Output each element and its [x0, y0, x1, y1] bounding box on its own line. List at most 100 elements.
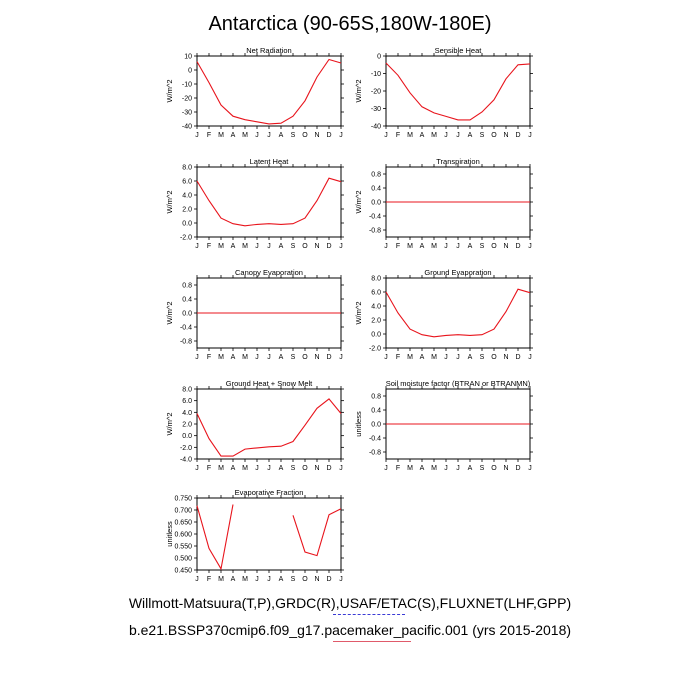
y-axis-label: W/m^2 — [354, 301, 363, 324]
caption-datasets: Willmott-Matsuura(T,P),GRDC(R),USAF/ETAC… — [128, 595, 572, 611]
plot-frame — [196, 388, 342, 460]
x-tick-label: A — [279, 354, 284, 361]
x-tick-label: A — [231, 465, 236, 472]
y-tick-label: 0 — [377, 54, 381, 61]
x-tick-label: A — [231, 576, 236, 583]
x-tick-label: A — [420, 132, 425, 139]
y-axis-label: W/m^2 — [165, 190, 174, 213]
y-tick-label: 0.500 — [174, 556, 192, 563]
x-tick-label: S — [291, 576, 296, 583]
y-tick-label: 0.700 — [174, 508, 192, 515]
x-tick-label: J — [528, 243, 532, 250]
x-tick-label: F — [207, 465, 211, 472]
x-tick-label: N — [314, 243, 319, 250]
plot-frame — [385, 277, 531, 349]
x-tick-label: J — [255, 132, 259, 139]
x-tick-label: O — [302, 243, 308, 250]
x-tick-label: J — [384, 243, 388, 250]
x-tick-label: S — [291, 465, 296, 472]
plot-frame — [385, 55, 531, 127]
y-tick-label: -30 — [371, 106, 381, 113]
y-tick-label: 0.750 — [174, 496, 192, 503]
x-tick-label: J — [195, 132, 199, 139]
y-tick-label: 8.0 — [371, 276, 381, 283]
panel-ground-evaporation: Ground Evaporation W/m^2 8.0 6.0 4.0 2.0 0.0 -2… — [354, 268, 533, 361]
x-tick-label: J — [255, 354, 259, 361]
y-tick-label: 2.0 — [371, 318, 381, 325]
y-tick-label: 0.8 — [182, 283, 192, 290]
x-tick-label: O — [302, 354, 308, 361]
panel-canopy-evaporation: Canopy Evaporation W/m^2 0.8 0.4 0.0 -0.4 -0.8… — [165, 268, 344, 361]
x-tick-label: S — [291, 132, 296, 139]
x-tick-label: M — [431, 354, 437, 361]
y-tick-label: -20 — [182, 96, 192, 103]
x-tick-label: O — [491, 243, 497, 250]
y-tick-label: 10 — [184, 54, 192, 61]
panel-title: Net Radiation — [246, 46, 291, 55]
y-axis-label: W/m^2 — [354, 79, 363, 102]
y-tick-label: 0.0 — [371, 332, 381, 339]
x-tick-label: N — [503, 465, 508, 472]
x-tick-label: A — [468, 354, 473, 361]
panel-title: Soil moisture factor (BTRAN or BTRANMN) — [386, 379, 531, 388]
series-line — [196, 58, 342, 125]
y-tick-label: -0.8 — [369, 450, 381, 457]
plot-frame — [196, 497, 342, 571]
x-tick-label: J — [456, 465, 460, 472]
x-tick-label: J — [384, 132, 388, 139]
x-tick-label: A — [420, 243, 425, 250]
x-tick-label: D — [515, 243, 520, 250]
y-axis-label: W/m^2 — [354, 190, 363, 213]
x-tick-label: J — [267, 576, 271, 583]
x-tick-label: J — [339, 576, 343, 583]
x-tick-label: S — [291, 354, 296, 361]
x-tick-label: S — [291, 243, 296, 250]
x-tick-label: D — [515, 354, 520, 361]
caption-underline-solid — [333, 641, 411, 642]
panel-title: Sensible Heat — [435, 46, 483, 55]
x-tick-label: M — [218, 576, 224, 583]
y-tick-label: -2.0 — [180, 445, 192, 452]
x-tick-label: D — [326, 576, 331, 583]
x-tick-label: M — [242, 354, 248, 361]
x-tick-label: D — [515, 465, 520, 472]
y-tick-label: 2.0 — [182, 422, 192, 429]
series-line — [196, 177, 342, 227]
y-axis-label: W/m^2 — [165, 301, 174, 324]
x-tick-label: M — [431, 465, 437, 472]
x-tick-label: S — [480, 132, 485, 139]
x-tick-label: S — [480, 354, 485, 361]
x-tick-label: N — [503, 354, 508, 361]
x-tick-label: A — [231, 132, 236, 139]
x-tick-label: S — [480, 465, 485, 472]
y-tick-label: 2.0 — [182, 207, 192, 214]
x-tick-label: J — [528, 132, 532, 139]
main-title: Antarctica (90-65S,180W-180E) — [208, 13, 491, 35]
y-tick-label: 0.8 — [371, 172, 381, 179]
y-tick-label: 0.0 — [371, 422, 381, 429]
x-tick-label: O — [302, 132, 308, 139]
x-tick-label: J — [444, 354, 448, 361]
x-tick-label: M — [242, 243, 248, 250]
x-tick-label: A — [279, 576, 284, 583]
x-tick-label: N — [314, 576, 319, 583]
y-tick-label: 0.600 — [174, 532, 192, 539]
panel-title: Ground Evaporation — [424, 268, 491, 277]
y-tick-label: 6.0 — [371, 290, 381, 297]
panel-ground-heat-snow-melt: Ground Heat + Snow Melt W/m^2 8.0 6.0 4.0 2.0… — [165, 379, 344, 472]
x-tick-label: J — [339, 354, 343, 361]
y-tick-label: 6.0 — [182, 398, 192, 405]
y-tick-label: 8.0 — [182, 387, 192, 394]
x-tick-label: J — [255, 465, 259, 472]
x-tick-label: M — [218, 243, 224, 250]
caption-underline-dashed — [333, 614, 405, 615]
y-tick-label: -2.0 — [180, 235, 192, 242]
x-tick-label: A — [279, 243, 284, 250]
x-tick-label: F — [396, 465, 400, 472]
y-tick-label: 0.650 — [174, 520, 192, 527]
x-tick-label: J — [384, 465, 388, 472]
x-tick-label: M — [407, 132, 413, 139]
